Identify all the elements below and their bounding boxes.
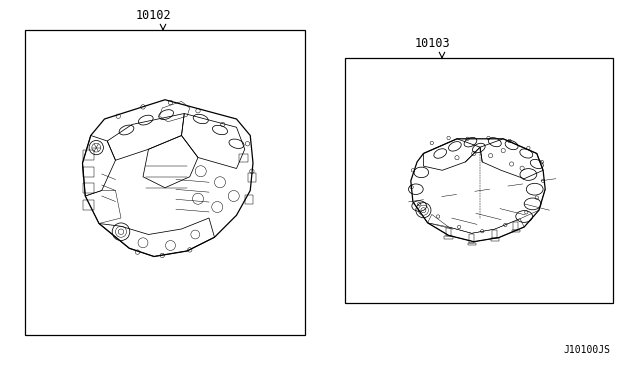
Text: 10102: 10102 [135,9,171,22]
Bar [83,167,93,177]
Bar [83,183,93,193]
Bar [239,154,248,163]
Bar [469,234,474,243]
Bar [244,195,253,204]
Bar [492,230,497,238]
Bar [83,200,93,210]
Bar [444,236,453,239]
Bar [513,222,518,230]
Bar [446,228,451,236]
Bar [511,230,520,232]
Bar [25,30,305,335]
Text: 10103: 10103 [414,37,450,50]
Bar [467,243,476,245]
Bar [345,58,613,303]
Bar [491,238,499,241]
Bar [83,150,93,160]
Bar [248,173,256,182]
Text: J10100JS: J10100JS [563,345,610,355]
